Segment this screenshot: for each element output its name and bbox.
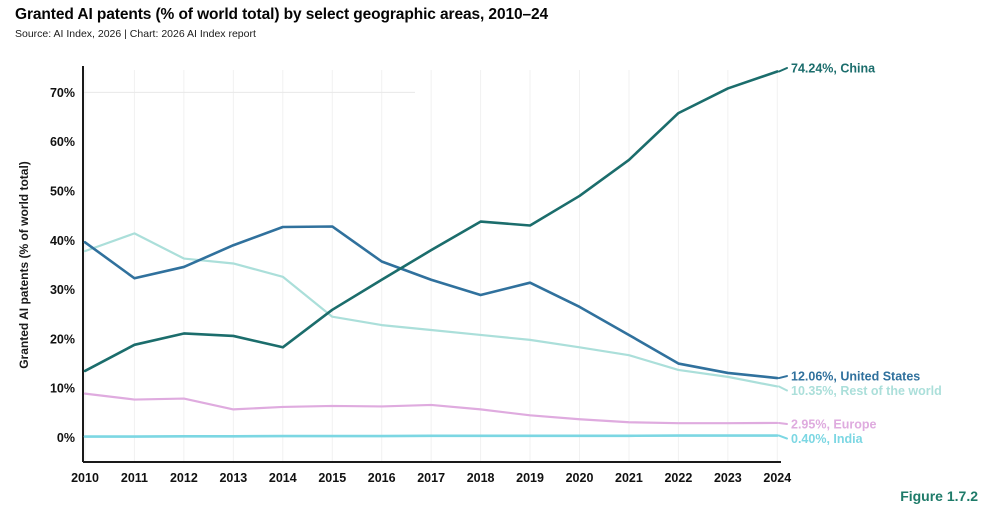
x-tick-label-2017: 2017 [417,471,445,485]
line-united-states [83,225,779,380]
y-tick-label-40: 40% [50,234,75,248]
x-tick-label-2020: 2020 [566,471,594,485]
x-tick-label-2015: 2015 [318,471,346,485]
line-india [83,434,779,438]
x-tick-label-2023: 2023 [714,471,742,485]
x-tick-label-2013: 2013 [219,471,247,485]
label-connector-india [778,434,788,440]
x-tick-label-2024: 2024 [763,471,791,485]
chart-source-note: Source: AI Index, 2026 | Chart: 2026 AI … [15,28,256,40]
x-tick-label-2021: 2021 [615,471,643,485]
y-tick-label-60: 60% [50,135,75,149]
label-connector-rest-of-the-world [778,385,788,392]
line-europe [83,392,779,425]
series-label-rest-of-the-world: 10.35%, Rest of the world [791,384,942,398]
figure-number-label: Figure 1.7.2 [900,488,978,504]
chart-title: Granted AI patents (% of world total) by… [15,6,549,23]
y-tick-label-50: 50% [50,185,75,199]
y-tick-label-30: 30% [50,283,75,297]
series-label-europe: 2.95%, Europe [791,417,876,431]
series-label-china: 74.24%, China [791,61,876,75]
x-tick-label-2016: 2016 [368,471,396,485]
y-tick-label-20: 20% [50,332,75,346]
series-label-india: 0.40%, India [791,432,864,446]
x-tick-label-2018: 2018 [467,471,495,485]
y-tick-label-10: 10% [50,382,75,396]
line-china [83,70,779,373]
x-tick-label-2012: 2012 [170,471,198,485]
y-tick-label-70: 70% [50,86,75,100]
x-tick-label-2014: 2014 [269,471,297,485]
series-label-united-states: 12.06%, United States [791,369,920,383]
y-tick-label-0: 0% [57,431,75,445]
x-tick-label-2019: 2019 [516,471,544,485]
x-tick-label-2011: 2011 [121,471,148,485]
label-connector-europe [778,421,788,425]
label-connector-united-states [778,375,788,380]
label-connector-china [778,66,788,73]
x-tick-label-2022: 2022 [664,471,692,485]
x-tick-label-2010: 2010 [71,471,99,485]
